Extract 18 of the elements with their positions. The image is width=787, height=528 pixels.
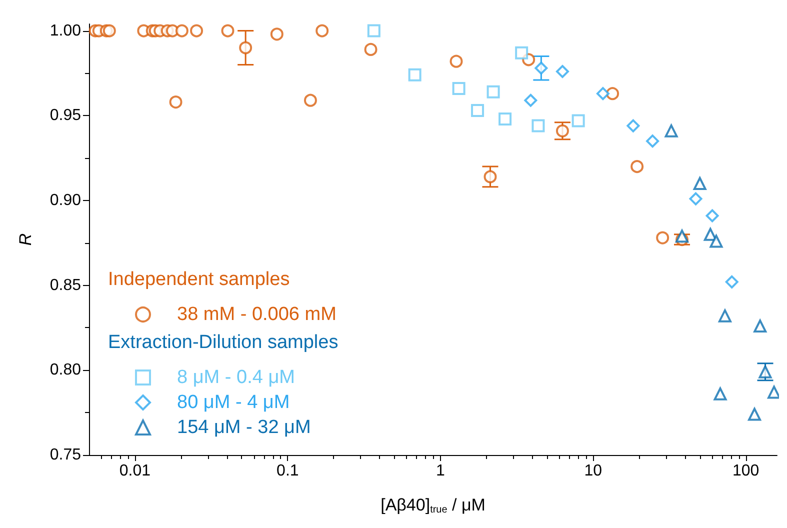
x-tick-label: 0.1 [276,462,299,480]
annotation: Independent samples [108,269,290,290]
x-tick-label: 10 [584,462,602,480]
legend-label: 8 μM - 0.4 μM [177,367,295,388]
y-tick-label: 0.80 [50,362,82,379]
y-axis-title: R [16,233,35,246]
x-tick-label: 0.01 [119,462,151,480]
x-tick-label: 1 [436,462,445,480]
legend-label: 154 μM - 32 μM [177,417,311,438]
legend-label: 38 mM - 0.006 mM [177,304,336,325]
y-tick-label: 0.95 [50,107,82,124]
y-tick-label: 0.75 [50,446,82,464]
y-tick-label: 0.85 [50,276,82,294]
x-tick-label: 100 [732,462,760,480]
annotation: Extraction-Dilution samples [108,332,338,353]
y-tick-label: 0.90 [50,192,82,209]
y-tick-label: 1.00 [50,22,82,40]
legend-label: 80 μM - 4 μM [177,392,290,413]
